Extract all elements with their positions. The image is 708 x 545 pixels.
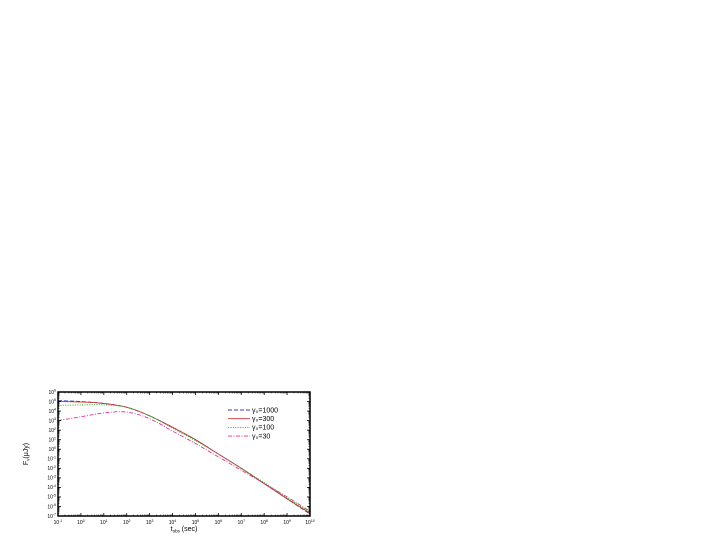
y-tick-exponent: -6 xyxy=(53,503,56,507)
y-tick-label: 106 xyxy=(48,389,56,396)
axis-ticks xyxy=(57,391,311,517)
x-tick-exponent: 10 xyxy=(311,519,315,523)
y-tick-exponent: 0 xyxy=(54,446,56,450)
y-tick-labels: 10-710-610-510-410-310-210-1100101102103… xyxy=(47,389,56,520)
x-tick-label: 102 xyxy=(123,519,131,526)
x-tick-label: 101 xyxy=(100,519,108,526)
y-tick-label: 101 xyxy=(48,436,56,443)
series-group xyxy=(57,400,311,515)
x-tick-label: 105 xyxy=(192,519,200,526)
x-axis-title-suffix: (sec) xyxy=(180,526,198,533)
legend-label-1: γ₀=300 xyxy=(252,416,274,423)
x-tick-exponent: 3 xyxy=(151,519,153,523)
y-tick-exponent: 5 xyxy=(54,398,56,402)
x-tick-label: 1010 xyxy=(305,519,315,526)
series-line-3 xyxy=(57,411,311,512)
x-axis-title-main: t xyxy=(171,526,173,533)
x-tick-labels: 10-1 100 101 102 103 104 105 106 107 108 109 1010 xyxy=(54,519,315,526)
y-tick-exponent: -1 xyxy=(53,455,56,459)
x-tick-exponent: 4 xyxy=(174,519,176,523)
legend-label-3: γ₀=30 xyxy=(252,433,270,440)
y-tick-label: 10-6 xyxy=(47,503,56,510)
x-tick-exponent: 2 xyxy=(129,519,131,523)
x-tick-label: 103 xyxy=(146,519,154,526)
y-tick-label: 103 xyxy=(48,417,56,424)
y-tick-exponent: -4 xyxy=(53,484,56,488)
y-tick-exponent: -7 xyxy=(53,513,56,517)
y-tick-exponent: 6 xyxy=(54,389,56,393)
y-axis-title-sub: ν xyxy=(26,458,31,461)
y-tick-exponent: 3 xyxy=(54,417,56,421)
y-tick-label: 10-1 xyxy=(47,455,56,462)
y-tick-exponent: 1 xyxy=(54,436,56,440)
y-tick-exponent: -2 xyxy=(53,465,56,469)
y-tick-exponent: -5 xyxy=(53,494,56,498)
y-tick-exponent: -3 xyxy=(53,474,56,478)
y-tick-label: 102 xyxy=(48,427,56,434)
y-tick-label: 10-3 xyxy=(47,474,56,481)
y-tick-label: 104 xyxy=(48,408,56,415)
y-tick-label: 100 xyxy=(48,446,56,453)
x-tick-label: 107 xyxy=(238,519,246,526)
x-tick-exponent: 7 xyxy=(243,519,245,523)
series-line-2 xyxy=(57,404,311,513)
y-tick-label: 10-4 xyxy=(47,484,56,491)
x-axis-title-sub: obs xyxy=(173,529,181,534)
legend-label-0: γ₀=1000 xyxy=(252,407,278,414)
x-tick-label: 109 xyxy=(283,519,291,526)
x-tick-exponent: 5 xyxy=(197,519,199,523)
x-tick-exponent: 9 xyxy=(289,519,291,523)
x-tick-label: 108 xyxy=(260,519,268,526)
x-tick-exponent: -1 xyxy=(59,519,62,523)
y-tick-exponent: 4 xyxy=(54,408,56,412)
x-tick-label: 100 xyxy=(77,519,85,526)
y-tick-exponent: 2 xyxy=(54,427,56,431)
x-tick-label: 10-1 xyxy=(54,519,63,526)
y-tick-label: 10-7 xyxy=(47,513,56,520)
y-tick-label: 10-5 xyxy=(47,494,56,501)
x-axis-title: tobs (sec) xyxy=(171,526,198,534)
x-tick-label: 106 xyxy=(215,519,223,526)
x-tick-exponent: 0 xyxy=(83,519,85,523)
x-tick-exponent: 8 xyxy=(266,519,268,523)
x-tick-label: 104 xyxy=(169,519,177,526)
y-tick-label: 105 xyxy=(48,398,56,405)
x-tick-exponent: 1 xyxy=(106,519,108,523)
legend-label-2: γ₀=100 xyxy=(252,425,274,432)
y-axis-title-main: F xyxy=(23,461,30,465)
y-axis-title-suffix: (μJy) xyxy=(23,443,30,459)
y-axis-title: Fν(μJy) xyxy=(23,443,31,465)
y-tick-label: 10-2 xyxy=(47,465,56,472)
x-tick-exponent: 6 xyxy=(220,519,222,523)
